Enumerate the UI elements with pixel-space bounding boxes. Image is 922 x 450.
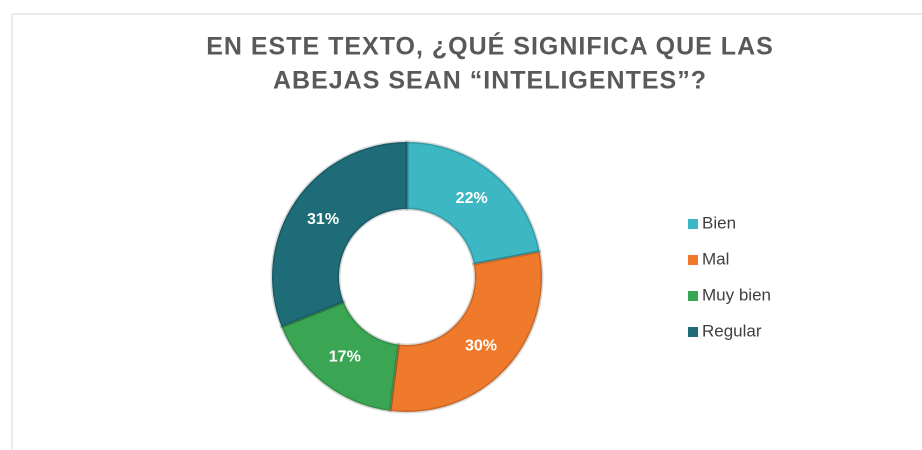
legend-label: Mal <box>702 249 729 268</box>
legend-swatch <box>688 219 698 229</box>
donut-slice <box>279 300 401 413</box>
data-label: 22% <box>456 190 488 207</box>
legend-label: Muy bien <box>702 285 771 304</box>
legend-swatch <box>688 327 698 337</box>
donut-slice <box>270 140 409 329</box>
chart-title: ABEJAS SEAN “INTELIGENTES”? <box>273 67 707 95</box>
donut-slice <box>405 140 542 267</box>
data-label: 17% <box>329 348 361 365</box>
legend-swatch <box>688 255 698 265</box>
data-label: 31% <box>307 211 339 228</box>
data-label: 30% <box>465 338 497 355</box>
legend-label: Bien <box>702 213 736 232</box>
chart-title: EN ESTE TEXTO, ¿QUÉ SIGNIFICA QUE LAS <box>206 32 774 61</box>
legend-swatch <box>688 291 698 301</box>
donut-slice <box>388 249 544 414</box>
legend-label: Regular <box>702 321 762 340</box>
